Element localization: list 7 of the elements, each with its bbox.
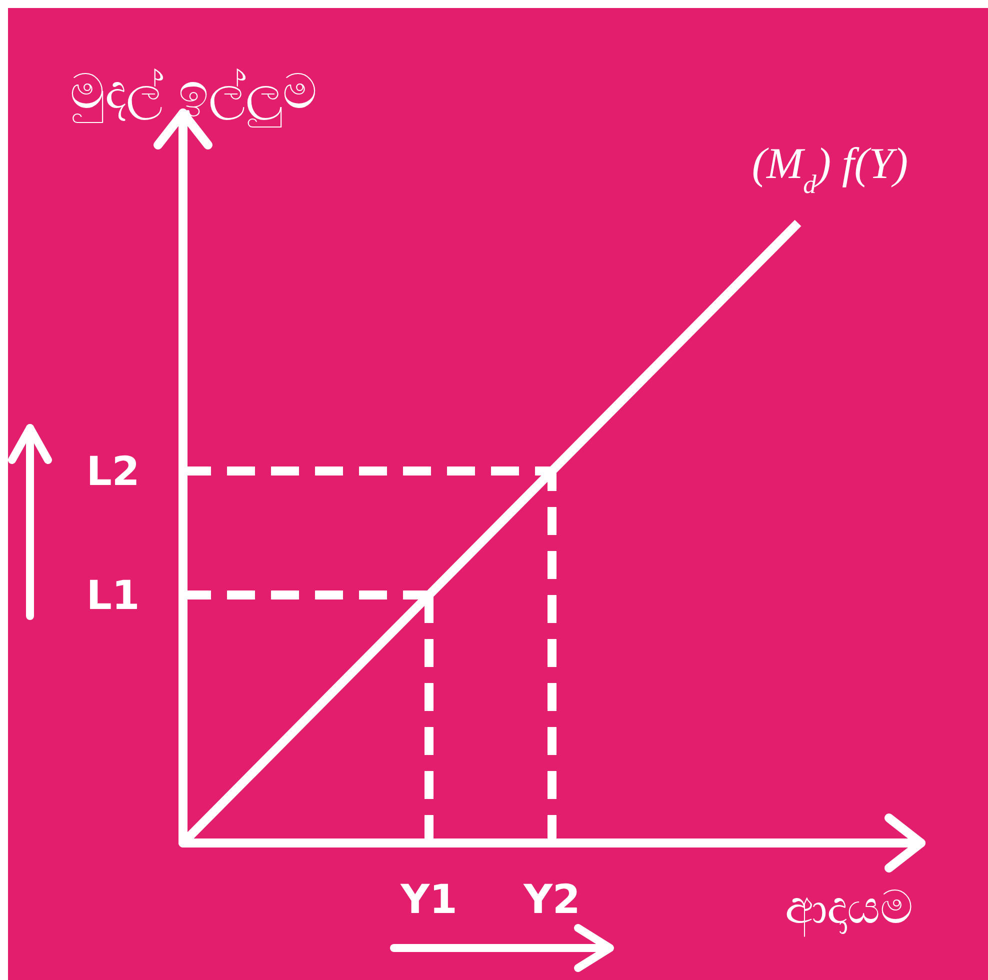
x-tick-label: Y2 — [522, 877, 580, 923]
x-axis-title: ආදායම — [785, 880, 913, 937]
y-axis-title: මුදල් ඉල්ලුම — [70, 64, 318, 128]
x-tick-label: Y1 — [400, 877, 458, 923]
series-label: (M$_{d}$) f(Y) — [752, 139, 908, 199]
ref-line-label: L1 — [86, 573, 140, 619]
ref-line-label: L2 — [86, 449, 140, 495]
